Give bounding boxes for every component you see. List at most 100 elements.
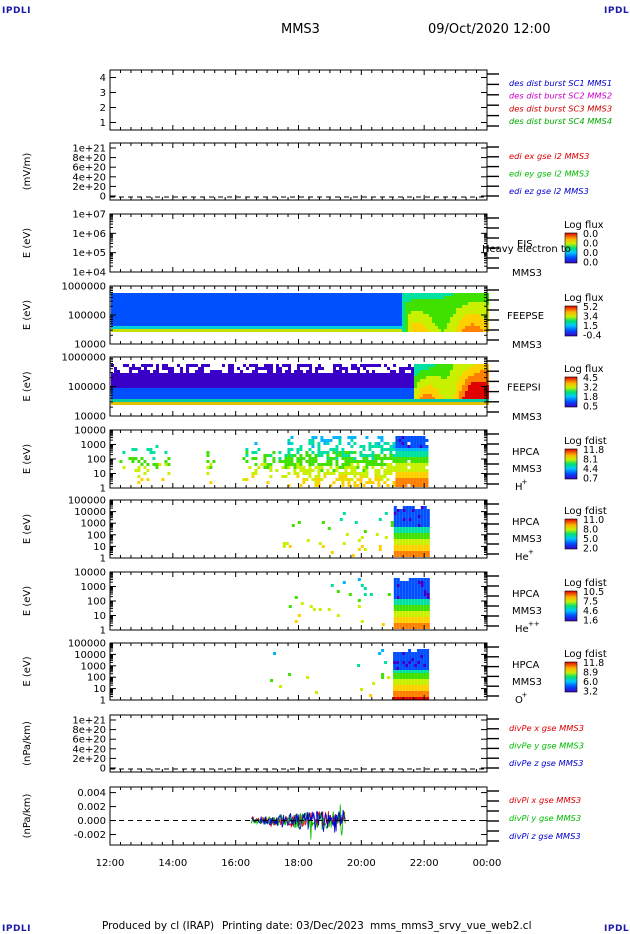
heat-cell: [309, 364, 312, 367]
heat-cell: [135, 376, 138, 379]
heat-cell: [246, 293, 249, 296]
heat-cell: [423, 527, 427, 530]
heat-cell: [426, 382, 429, 385]
heat-cell: [429, 373, 432, 376]
heat-cell: [282, 326, 285, 329]
heat-cell: [417, 527, 421, 530]
heat-cell: [324, 323, 327, 326]
heat-cell: [483, 302, 486, 305]
heat-cell: [368, 481, 372, 484]
heat-cell: [261, 329, 264, 332]
heat-cell: [228, 394, 231, 397]
heat-cell: [156, 402, 159, 405]
heat-cell: [186, 397, 189, 400]
heat-cell: [399, 397, 402, 400]
heat-cell: [411, 317, 414, 320]
heat-cell: [207, 391, 210, 394]
heat-cell: [270, 397, 273, 400]
heat-cell: [405, 299, 408, 302]
heat-cell: [404, 481, 408, 484]
heat-cell: [330, 296, 333, 299]
heat-cell: [423, 602, 427, 605]
heat-cell: [177, 385, 180, 388]
heat-cell: [291, 326, 294, 329]
heat-cell: [393, 548, 397, 551]
heat-cell: [351, 323, 354, 326]
heat-cell: [219, 376, 222, 379]
heat-cell: [416, 457, 420, 460]
heat-cell: [123, 373, 126, 376]
heat-cell: [407, 448, 411, 451]
heat-cell: [353, 484, 357, 487]
heat-cell: [297, 311, 300, 314]
heat-cell: [408, 326, 411, 329]
heat-cell: [282, 296, 285, 299]
heat-cell: [354, 296, 357, 299]
heat-cell: [405, 676, 409, 679]
heat-cell: [213, 388, 216, 391]
heat-cell: [270, 367, 273, 370]
heat-cell: [140, 478, 144, 481]
heat-cell: [402, 596, 406, 599]
heat-cell: [309, 320, 312, 323]
heat-cell: [195, 296, 198, 299]
heat-cell: [330, 299, 333, 302]
heat-cell: [333, 311, 336, 314]
heat-cell: [198, 373, 201, 376]
heat-cell: [255, 311, 258, 314]
heat-cell: [156, 367, 159, 370]
heat-cell: [138, 402, 141, 405]
heat-cell: [174, 385, 177, 388]
heat-cell: [368, 460, 372, 463]
heat-cell: [411, 620, 415, 623]
heat-cell: [132, 299, 135, 302]
heat-cell: [462, 329, 465, 332]
heat-cell: [405, 626, 409, 629]
heat-cell: [371, 451, 375, 454]
heat-cell: [393, 605, 397, 608]
heat-cell: [402, 329, 405, 332]
heat-cell: [114, 373, 117, 376]
heat-cell: [345, 323, 348, 326]
heat-cell: [462, 394, 465, 397]
heat-cell: [321, 545, 325, 548]
heat-cell: [255, 370, 258, 373]
heat-cell: [402, 691, 406, 694]
heat-cell: [237, 367, 240, 370]
heat-cell: [393, 682, 397, 685]
heat-cell: [402, 626, 406, 629]
heat-cell: [336, 329, 339, 332]
heat-cell: [357, 399, 360, 402]
heat-cell: [186, 399, 189, 402]
heat-cell: [339, 394, 342, 397]
heat-cell: [231, 364, 234, 367]
heat-cell: [137, 469, 141, 472]
heat-cell: [429, 320, 432, 323]
heat-cell: [348, 391, 351, 394]
heat-cell: [309, 311, 312, 314]
heat-cell: [393, 524, 397, 527]
heat-cell: [396, 314, 399, 317]
heat-cell: [240, 379, 243, 382]
heat-cell: [395, 442, 399, 445]
heat-cell: [117, 311, 120, 314]
heat-cell: [462, 299, 465, 302]
heat-cell: [432, 399, 435, 402]
heat-cell: [222, 320, 225, 323]
heat-cell: [393, 685, 397, 688]
heat-cell: [282, 305, 285, 308]
heat-cell: [240, 385, 243, 388]
heat-cell: [330, 551, 334, 554]
heat-cell: [327, 329, 330, 332]
heat-cell: [254, 442, 258, 445]
heat-cell: [402, 605, 406, 608]
heat-cell: [132, 379, 135, 382]
heat-cell: [417, 658, 421, 661]
heat-cell: [381, 379, 384, 382]
heat-cell: [336, 293, 339, 296]
heat-cell: [474, 296, 477, 299]
heat-cell: [369, 391, 372, 394]
heat-cell: [468, 385, 471, 388]
heat-cell: [372, 293, 375, 296]
heat-cell: [297, 385, 300, 388]
